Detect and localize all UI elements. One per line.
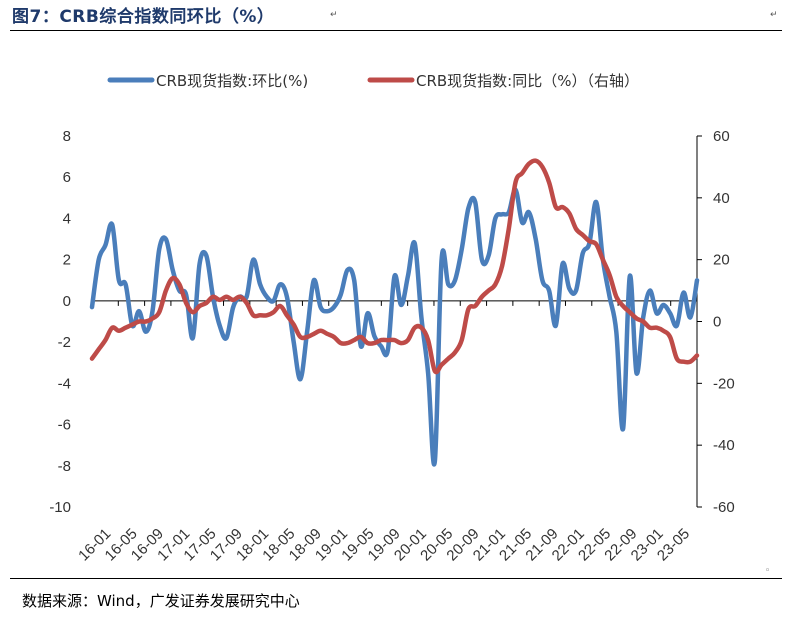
footer-divider [10, 578, 782, 579]
left-axis-tick-label: -4 [58, 375, 71, 392]
chart-title: 图7：CRB综合指数同环比（%） [12, 7, 275, 27]
right-axis-tick-label: 40 [713, 190, 730, 207]
axes: 86420-2-4-6-8-106040200-20-40-6016-0116-… [49, 128, 734, 564]
left-axis-tick-label: -6 [58, 417, 71, 434]
series-line-yoy [89, 158, 700, 375]
title-divider [10, 30, 782, 31]
data-source: 数据来源：Wind，广发证券发展研究中心 [22, 592, 300, 610]
left-axis-tick-label: 2 [63, 252, 71, 269]
return-mark: ↵ [330, 10, 338, 20]
right-axis-tick-label: 0 [713, 314, 721, 331]
right-axis-tick-label: -20 [713, 375, 735, 392]
footer-mark: ◦ [765, 566, 771, 576]
right-axis-tick-label: 60 [713, 128, 730, 145]
left-axis-tick-label: -8 [58, 458, 71, 475]
series-line-mom [89, 187, 700, 467]
left-axis-tick-label: 8 [63, 128, 71, 145]
right-axis-tick-label: -40 [713, 437, 735, 454]
left-axis-tick-label: 4 [63, 210, 71, 227]
return-mark-right: ↵ [770, 10, 778, 20]
left-axis-tick-label: -2 [58, 334, 71, 351]
legend-label-mom: CRB现货指数:环比(%) [156, 72, 308, 90]
legend: CRB现货指数:环比(%) CRB现货指数:同比（%）（右轴） [107, 72, 639, 90]
left-axis-tick-label: 0 [63, 293, 71, 310]
left-axis-tick-label: -10 [49, 499, 71, 516]
right-axis-tick-label: 20 [713, 252, 730, 269]
series-group [89, 158, 700, 467]
left-axis-tick-label: 6 [63, 169, 71, 186]
right-axis-tick-label: -60 [713, 499, 735, 516]
legend-label-yoy: CRB现货指数:同比（%）（右轴） [416, 72, 639, 90]
